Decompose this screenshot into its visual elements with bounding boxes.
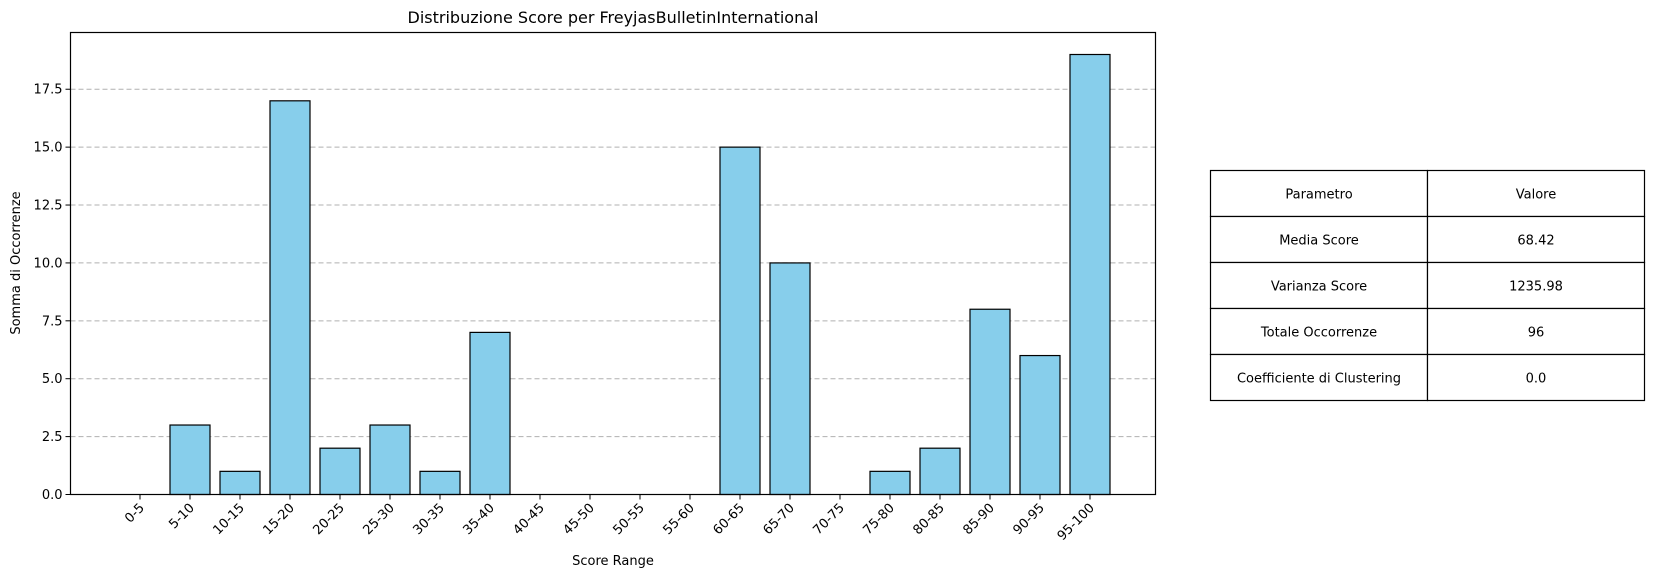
bar-90-95	[1019, 354, 1061, 496]
x-tick-label: 55-60	[661, 501, 698, 538]
x-tick-label: 65-70	[761, 501, 798, 538]
x-tick-label: 15-20	[261, 501, 298, 538]
bar-80-85	[919, 447, 961, 496]
table-cell-text: 68.42	[1517, 234, 1554, 249]
y-tick-label: 17.5	[34, 83, 63, 98]
table-cell-text: Varianza Score	[1271, 280, 1367, 295]
x-tick-label: 70-75	[811, 501, 848, 538]
y-tick-label: 5.0	[42, 372, 63, 387]
x-tick-label: 30-35	[411, 501, 448, 538]
table-cell	[1426, 261, 1646, 310]
table-cell-text: 96	[1528, 326, 1545, 341]
bar-75-80	[869, 470, 911, 496]
table-cell-text: Totale Occorrenze	[1260, 326, 1377, 341]
x-axis-label: Score Range	[572, 554, 654, 569]
x-tick-label: 85-90	[961, 501, 998, 538]
x-tick-label: 5-10	[166, 501, 197, 532]
table-header-cell	[1209, 169, 1429, 218]
x-tick-label: 25-30	[361, 501, 398, 538]
x-tick-label: 45-50	[561, 501, 598, 538]
table-cell-text: 0.0	[1526, 372, 1547, 387]
stats-table: Parametro Valore Media Score 68.42 Varianza …	[1209, 169, 1646, 402]
bar-95-100	[1069, 53, 1111, 496]
table-cell	[1209, 261, 1429, 310]
table-header-text: Parametro	[1285, 188, 1352, 203]
y-tick-label: 7.5	[42, 314, 63, 329]
plot-area-frame	[69, 31, 1157, 496]
table-cell	[1209, 353, 1429, 402]
bar-10-15	[219, 470, 261, 496]
chart-title: Distribuzione Score per FreyjasBulletinI…	[408, 8, 819, 27]
table-cell-text: Media Score	[1279, 234, 1359, 249]
x-tick-label: 80-85	[911, 501, 948, 538]
y-tick-label: 12.5	[34, 199, 63, 214]
table-cell-text: 1235.98	[1509, 280, 1563, 295]
bar-60-65	[719, 146, 761, 496]
bar-85-90	[969, 308, 1011, 496]
bar-35-40	[469, 331, 511, 496]
bar-65-70	[769, 262, 811, 496]
x-tick-label: 50-55	[611, 501, 648, 538]
x-tick-label: 90-95	[1011, 501, 1048, 538]
x-tick-label: 35-40	[461, 501, 498, 538]
y-tick-label: 15.0	[34, 141, 63, 156]
bar-30-35	[419, 470, 461, 496]
bar-25-30	[369, 424, 411, 496]
x-tick-label: 40-45	[511, 501, 548, 538]
table-cell	[1426, 353, 1646, 402]
table-header-text: Valore	[1516, 188, 1556, 203]
table-header-cell	[1426, 169, 1646, 218]
bar-20-25	[319, 447, 361, 496]
bar-5-10	[169, 424, 211, 496]
y-tick-label: 2.5	[42, 430, 63, 445]
x-tick-label: 60-65	[711, 501, 748, 538]
x-tick-label: 75-80	[861, 501, 898, 538]
table-cell-text: Coefficiente di Clustering	[1237, 372, 1401, 387]
table-cell	[1426, 215, 1646, 264]
x-tick-label: 95-100	[1055, 501, 1098, 544]
x-tick-label: 10-15	[211, 501, 248, 538]
x-tick-label: 0-5	[122, 501, 148, 527]
x-axis-ticks: 0-5 5-10 10-15 15-20 20-25 25-30 30-35 35-40 40-…	[122, 494, 1098, 544]
y-tick-label: 0.0	[42, 488, 63, 503]
table-cell	[1426, 307, 1646, 356]
x-tick-label: 20-25	[311, 501, 348, 538]
y-axis-label: Somma di Occorrenze	[9, 191, 24, 334]
y-axis-ticks: 0.0 2.5 5.0 7.5 10.0 12.5 15.0 17.5	[34, 83, 71, 503]
bar-15-20	[269, 100, 311, 496]
bars	[169, 53, 1111, 496]
y-tick-label: 10.0	[34, 256, 63, 271]
